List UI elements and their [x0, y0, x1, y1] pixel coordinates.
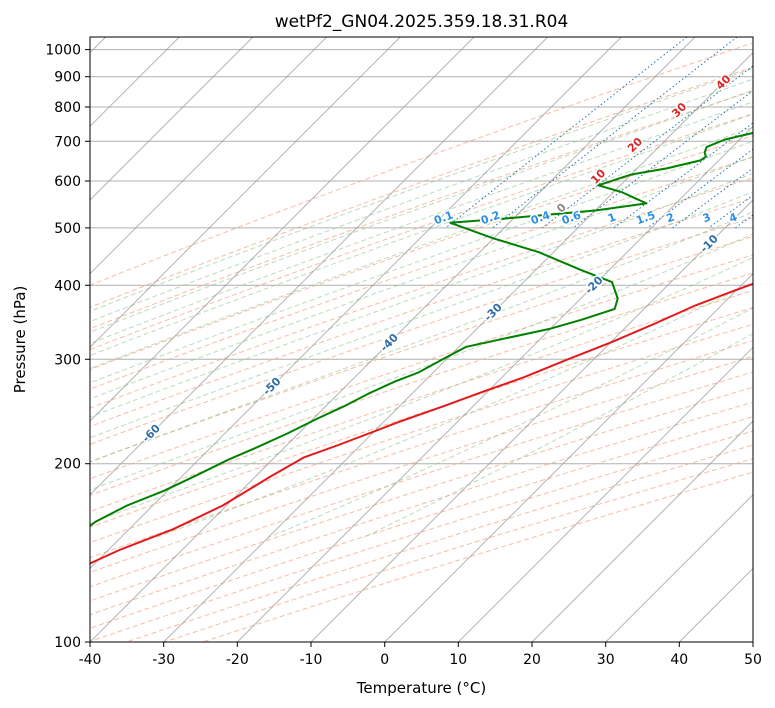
plot-frame [89, 36, 754, 643]
dry-adiabat [90, 177, 753, 409]
y-tick-label: 800 [54, 100, 81, 116]
dry-adiabat [90, 371, 753, 588]
x-tick-label: 50 [744, 652, 762, 668]
x-tick-label: 30 [597, 652, 615, 668]
x-tick-label: -40 [79, 652, 102, 668]
dry-adiabat [90, 355, 753, 573]
isotherm [531, 420, 753, 642]
isotherm [236, 125, 753, 642]
isotherm [90, 37, 696, 642]
isotherm [90, 37, 254, 201]
isotherm [90, 37, 549, 496]
x-tick-label: -20 [226, 652, 249, 668]
dry-adiabat [90, 339, 753, 559]
x-tick-label: 40 [670, 652, 688, 668]
y-tick-label: 300 [54, 352, 81, 368]
dry-adiabat [90, 323, 753, 544]
isotherm [90, 37, 622, 570]
y-tick-label: 600 [54, 174, 81, 190]
moist-adiabat [90, 101, 753, 344]
x-tick-label: -30 [152, 652, 175, 668]
y-tick-label: 900 [54, 70, 81, 86]
y-axis-title: Pressure (hPa) [11, 286, 29, 394]
profile-lines [90, 131, 753, 565]
isotherm [384, 272, 753, 642]
x-tick-label: 20 [523, 652, 541, 668]
moist-adiabat [267, 307, 753, 539]
y-tick-label: 700 [54, 134, 81, 150]
moist-adiabat [90, 67, 753, 312]
moist-adiabat [90, 156, 753, 400]
x-tick-label: -10 [300, 652, 323, 668]
dry-adiabat [90, 386, 753, 602]
dry-adiabat [90, 42, 753, 286]
isotherm [457, 346, 753, 642]
skewed-isotherms [90, 37, 753, 642]
mixing-ratio-line [572, 90, 753, 229]
x-tick-label: 10 [449, 652, 467, 668]
isotherm [310, 199, 753, 642]
dry-adiabat [90, 289, 753, 513]
isotherm [90, 37, 328, 275]
moist-adiabat [90, 191, 753, 439]
dewpoint-profile-line [90, 131, 753, 527]
x-tick-label: 0 [380, 652, 389, 668]
isotherm [90, 37, 475, 422]
dry-adiabat [90, 156, 753, 390]
mixing-ratio-line [672, 167, 753, 229]
isotherm [605, 493, 753, 642]
isotherm [163, 51, 753, 642]
pressure-gridlines [90, 49, 753, 642]
moist-adiabat [90, 140, 753, 384]
y-tick-label: 100 [54, 635, 81, 651]
dry-adiabat [90, 66, 753, 308]
y-tick-label: 1000 [45, 43, 81, 59]
moist-adiabat [90, 211, 753, 463]
temperature-profile-line [90, 282, 753, 565]
y-tick-label: 500 [54, 221, 81, 237]
y-axis: 100 200 300 400 500 600 700 800 900 1000 [45, 43, 90, 651]
chart-title: wetPf2_GN04.2025.359.18.31.R04 [275, 12, 569, 32]
isotherm [90, 37, 401, 349]
x-axis: -40 -30 -20 -10 0 10 20 30 40 50 [79, 642, 762, 668]
x-axis-title: Temperature (°C) [356, 679, 486, 697]
y-tick-label: 200 [54, 457, 81, 473]
mixing-ratio-line [542, 65, 753, 229]
y-tick-label: 400 [54, 278, 81, 294]
dry-adiabat [90, 113, 753, 351]
